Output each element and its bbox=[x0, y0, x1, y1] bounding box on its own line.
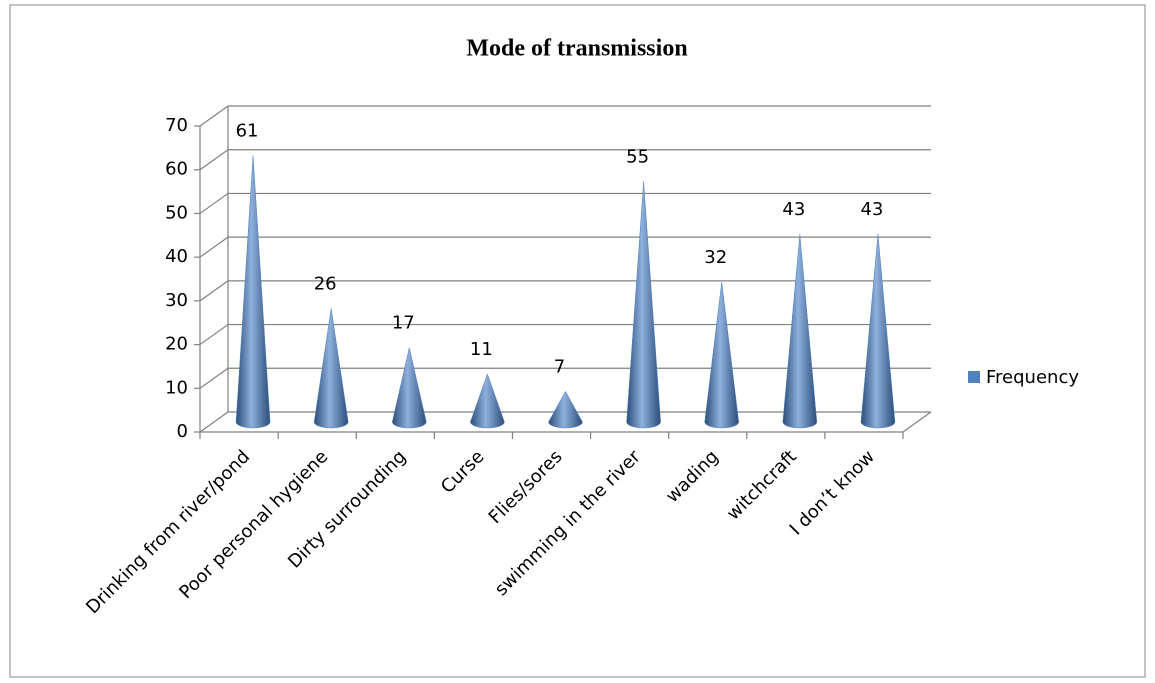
cone bbox=[470, 373, 505, 429]
data-label: 32 bbox=[704, 247, 727, 268]
data-label: 7 bbox=[554, 356, 565, 377]
grid-line bbox=[199, 105, 229, 127]
cone bbox=[860, 234, 896, 429]
grid-line bbox=[199, 411, 229, 433]
cone bbox=[782, 234, 818, 429]
y-tick-label: 70 bbox=[165, 115, 188, 136]
y-tick-label: 30 bbox=[165, 290, 188, 311]
grid-line bbox=[199, 192, 229, 214]
y-tick-label: 0 bbox=[177, 421, 188, 442]
floor-line bbox=[902, 411, 932, 433]
y-tick-label: 60 bbox=[165, 159, 188, 180]
data-label: 43 bbox=[860, 199, 883, 220]
data-label: 55 bbox=[626, 147, 649, 168]
y-tick-label: 20 bbox=[165, 334, 188, 355]
chart-border bbox=[9, 4, 1146, 678]
legend-label: Frequency bbox=[986, 367, 1079, 388]
chart-title: Mode of transmission bbox=[466, 36, 687, 62]
cone bbox=[626, 181, 661, 429]
grid-line bbox=[199, 324, 229, 346]
y-tick-label: 40 bbox=[165, 246, 188, 267]
cone bbox=[704, 282, 739, 429]
data-label: 61 bbox=[236, 120, 259, 141]
cone bbox=[313, 308, 349, 429]
grid-line bbox=[199, 367, 229, 389]
legend-swatch bbox=[968, 371, 980, 383]
data-label: 43 bbox=[782, 199, 805, 220]
y-tick-label: 50 bbox=[165, 202, 188, 223]
data-label: 11 bbox=[470, 339, 493, 360]
cone bbox=[548, 390, 583, 429]
data-label: 26 bbox=[314, 273, 337, 294]
cone bbox=[392, 347, 427, 429]
y-tick-label: 10 bbox=[165, 377, 188, 398]
data-label: 17 bbox=[392, 313, 415, 334]
cone bbox=[235, 155, 271, 429]
grid-line bbox=[199, 236, 229, 258]
grid-line bbox=[199, 149, 229, 171]
grid-line bbox=[199, 280, 229, 302]
